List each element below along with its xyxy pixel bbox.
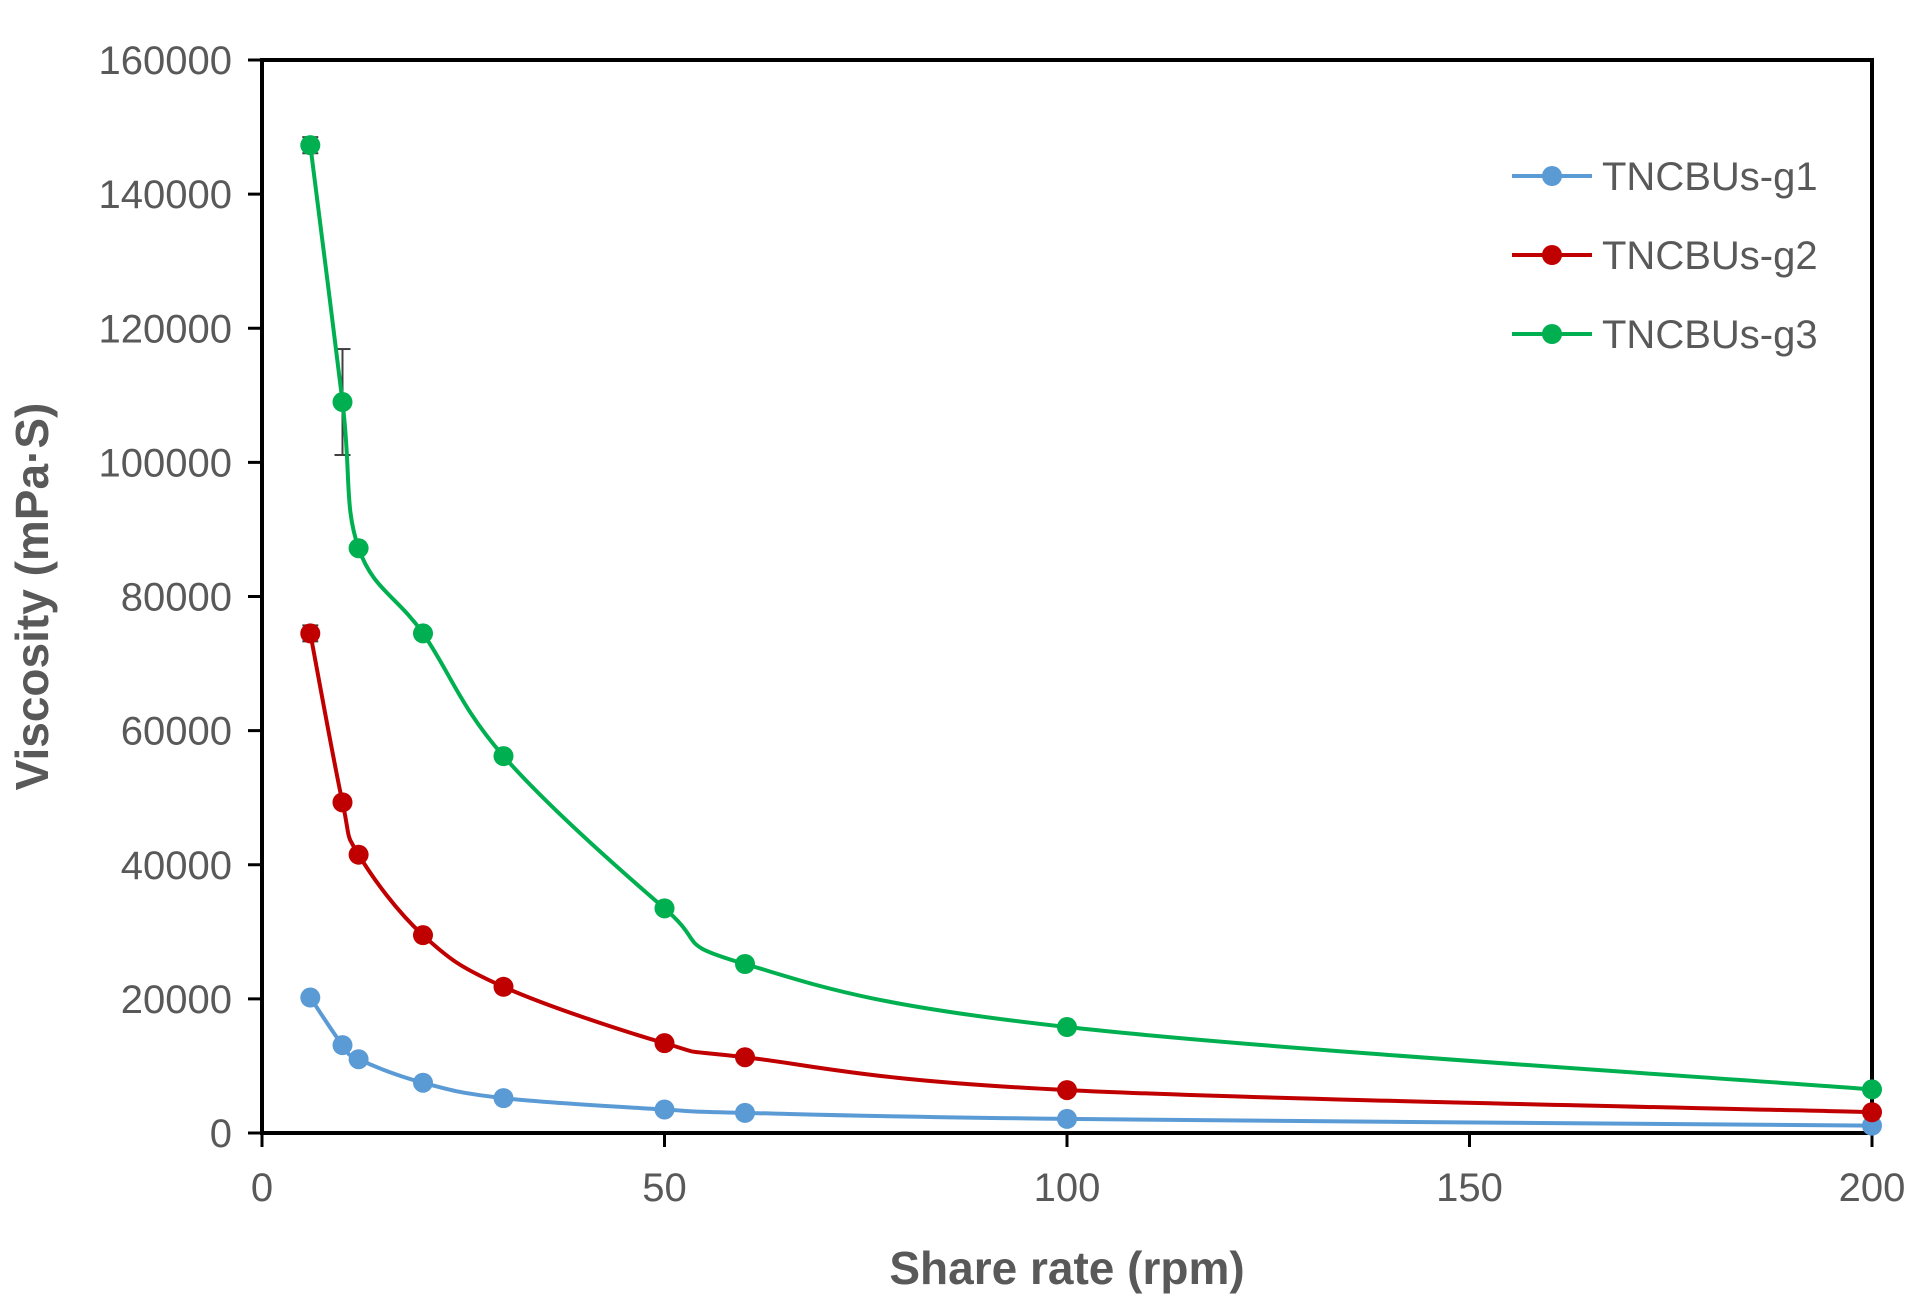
y-tick-label: 0 bbox=[210, 1112, 232, 1156]
data-point-TNCBUs-g3 bbox=[413, 623, 433, 644]
y-tick-label: 100000 bbox=[99, 441, 232, 485]
y-tick-label: 80000 bbox=[121, 576, 232, 620]
error-bars bbox=[302, 136, 351, 643]
data-point-TNCBUs-g3 bbox=[493, 746, 514, 767]
data-point-TNCBUs-g2 bbox=[1862, 1102, 1882, 1123]
data-point-TNCBUs-g3 bbox=[735, 954, 755, 975]
legend-label: TNCBUs-g2 bbox=[1602, 234, 1818, 278]
x-tick-label: 50 bbox=[642, 1166, 687, 1210]
series-line-TNCBUs-g3 bbox=[308, 144, 1873, 1092]
data-point-TNCBUs-g1 bbox=[735, 1102, 755, 1123]
legend-swatch-marker bbox=[1542, 166, 1562, 186]
series-line-TNCBUs-g2 bbox=[308, 633, 1873, 1115]
legend-swatch-marker bbox=[1542, 324, 1562, 344]
legend-label: TNCBUs-g3 bbox=[1602, 313, 1818, 357]
data-point-TNCBUs-g2 bbox=[1057, 1080, 1077, 1101]
data-point-TNCBUs-g3 bbox=[654, 898, 675, 919]
x-tick-label: 100 bbox=[1034, 1166, 1101, 1210]
x-tick-label: 200 bbox=[1839, 1166, 1906, 1210]
data-point-TNCBUs-g1 bbox=[413, 1072, 433, 1093]
y-tick-label: 160000 bbox=[99, 39, 232, 83]
data-point-TNCBUs-g2 bbox=[348, 844, 369, 865]
data-point-TNCBUs-g1 bbox=[1057, 1108, 1077, 1129]
x-tick-label: 0 bbox=[251, 1166, 273, 1210]
data-point-TNCBUs-g2 bbox=[493, 976, 514, 997]
y-tick-label: 60000 bbox=[121, 710, 232, 754]
x-tick-label: 150 bbox=[1436, 1166, 1503, 1210]
data-point-TNCBUs-g1 bbox=[348, 1049, 369, 1070]
data-point-TNCBUs-g3 bbox=[300, 135, 321, 156]
data-point-TNCBUs-g1 bbox=[300, 987, 321, 1008]
data-point-TNCBUs-g1 bbox=[332, 1035, 353, 1056]
y-tick-label: 140000 bbox=[99, 173, 232, 217]
legend: TNCBUs-g1 TNCBUs-g2 TNCBUs-g3 bbox=[1512, 155, 1818, 357]
x-axis-title: Share rate (rpm) bbox=[889, 1242, 1244, 1294]
y-tick-label: 120000 bbox=[99, 307, 232, 351]
data-point-TNCBUs-g1 bbox=[493, 1088, 514, 1109]
y-axis-ticks: 0 20000 40000 60000 80000 100000 120000 140000 1… bbox=[99, 39, 262, 1156]
data-point-TNCBUs-g2 bbox=[735, 1047, 755, 1068]
legend-label: TNCBUs-g1 bbox=[1602, 155, 1818, 199]
data-point-TNCBUs-g3 bbox=[1862, 1079, 1882, 1100]
data-point-TNCBUs-g2 bbox=[413, 925, 433, 946]
series-lines bbox=[308, 144, 1873, 1128]
y-tick-label: 20000 bbox=[121, 978, 232, 1022]
data-point-TNCBUs-g3 bbox=[1057, 1017, 1077, 1038]
data-point-TNCBUs-g2 bbox=[654, 1033, 675, 1054]
x-axis-ticks: 0 50 100 150 200 bbox=[251, 1133, 1906, 1210]
y-axis-title: Viscosity (mPa·S) bbox=[6, 403, 58, 791]
data-point-TNCBUs-g3 bbox=[348, 538, 369, 559]
data-point-TNCBUs-g1 bbox=[654, 1099, 675, 1120]
plot-area-frame bbox=[260, 58, 1874, 1135]
y-tick-label: 40000 bbox=[121, 844, 232, 888]
data-point-TNCBUs-g2 bbox=[332, 792, 353, 813]
data-point-TNCBUs-g2 bbox=[300, 623, 321, 644]
series-points bbox=[300, 135, 1882, 1136]
data-point-TNCBUs-g3 bbox=[332, 392, 353, 413]
legend-swatch-marker bbox=[1542, 245, 1562, 265]
